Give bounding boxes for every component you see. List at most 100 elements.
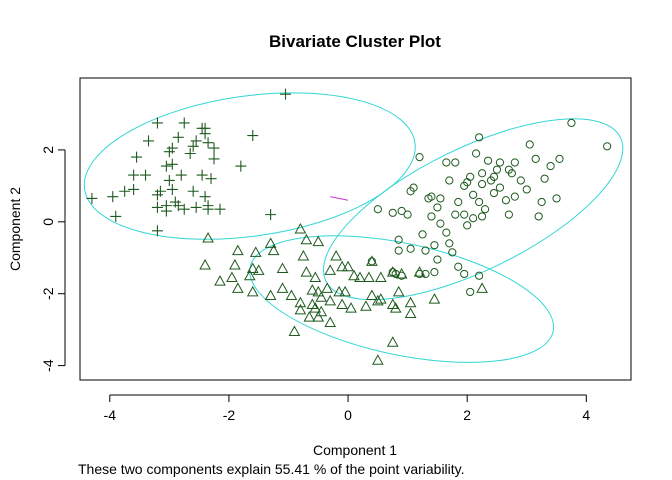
cluster3-point <box>389 302 402 313</box>
cluster3-point <box>285 289 298 301</box>
cluster2-point <box>466 172 475 181</box>
cluster-link <box>330 196 349 201</box>
cluster2-point <box>492 165 502 174</box>
cluster1-point <box>160 205 172 217</box>
cluster2-point <box>537 197 546 207</box>
cluster1-point <box>140 169 152 181</box>
cluster3-point <box>312 235 325 247</box>
cluster2-point <box>516 176 525 185</box>
cluster2-point <box>475 133 484 142</box>
cluster2-point <box>472 149 481 158</box>
cluster3-point <box>476 282 488 293</box>
cluster3-point <box>324 294 337 306</box>
cluster1-point <box>187 185 199 197</box>
cluster3-point <box>246 262 259 274</box>
cluster2-point <box>406 187 415 196</box>
cluster2-point <box>436 219 445 228</box>
cluster3-point <box>315 291 328 302</box>
cluster3-point <box>354 271 366 283</box>
cluster3-point <box>395 267 408 279</box>
cluster3-point <box>199 258 211 270</box>
cluster1-point <box>235 160 247 172</box>
cluster3-point <box>342 260 354 272</box>
cluster1-point <box>151 225 163 237</box>
cluster2-point <box>433 203 442 212</box>
cluster2-point <box>552 194 561 203</box>
cluster1-point <box>110 210 122 222</box>
cluster3-point <box>386 266 399 277</box>
cluster2-point <box>483 156 493 165</box>
y-tick-label: -2 <box>40 287 56 300</box>
cluster2-point <box>495 158 505 167</box>
cluster3-point <box>330 249 342 261</box>
cluster2-point <box>525 140 534 149</box>
cluster1-point <box>86 192 98 204</box>
cluster2-point <box>510 192 519 201</box>
cluster3-point <box>300 233 313 245</box>
cluster3-point <box>324 316 337 327</box>
cluster2-point <box>427 212 436 221</box>
cluster2-point <box>555 154 564 163</box>
cluster2-point <box>475 271 484 280</box>
x-tick-label: -2 <box>223 407 236 423</box>
cluster2-point <box>477 169 487 178</box>
cluster1-point <box>178 117 190 129</box>
cluster1-point <box>119 185 131 197</box>
cluster3-point <box>312 311 325 322</box>
cluster1-point <box>196 169 208 181</box>
cluster3-point <box>294 303 307 315</box>
y-tick-label: 0 <box>40 218 56 226</box>
cluster3-point <box>404 307 417 318</box>
cluster3-point <box>404 296 417 308</box>
cluster3-point <box>232 282 244 293</box>
cluster1-point <box>151 201 163 213</box>
cluster2-point <box>418 230 427 239</box>
x-tick-label: 2 <box>463 407 471 423</box>
cluster1-point <box>208 153 220 165</box>
cluster2-point <box>495 183 505 192</box>
cluster2-point <box>534 212 543 221</box>
cluster1-point <box>280 88 292 100</box>
cluster2-point <box>430 268 439 277</box>
cluster2-point <box>531 154 540 163</box>
cluster2-point <box>475 197 484 207</box>
cluster1-point <box>131 151 143 163</box>
cluster2-point <box>469 214 478 223</box>
cluster3-point <box>264 289 277 301</box>
cluster2-point <box>463 221 472 230</box>
cluster3-point <box>333 285 345 297</box>
cluster1-point <box>187 140 199 152</box>
cluster3-point <box>336 298 348 309</box>
cluster2-point <box>469 190 478 199</box>
cluster2-point <box>477 212 487 221</box>
cluster1-point <box>208 142 220 154</box>
cluster2-point <box>507 169 516 178</box>
cluster2-point <box>567 118 576 128</box>
cluster3-point <box>348 269 360 281</box>
cluster1-point <box>128 183 140 195</box>
cluster3-point <box>232 244 244 256</box>
y-axis: -4 -2 0 2 <box>40 146 66 372</box>
cluster-ellipse <box>249 235 555 363</box>
cluster3-point <box>366 255 378 266</box>
cluster3-point <box>264 237 277 248</box>
cluster3-point <box>324 264 337 275</box>
cluster2-point <box>477 179 487 189</box>
cluster2-point <box>406 244 415 253</box>
cluster2-point <box>397 206 406 216</box>
cluster1-point <box>160 160 172 172</box>
cluster3-point <box>309 271 322 283</box>
cluster3-point <box>413 266 426 277</box>
cluster1-point <box>178 203 190 215</box>
cluster2-point <box>424 194 433 203</box>
cluster2-point <box>394 246 403 255</box>
cluster2-point <box>442 228 451 237</box>
cluster2-point <box>603 142 612 151</box>
y-tick-label: 2 <box>40 146 56 154</box>
cluster3-point <box>294 222 307 234</box>
cluster3-point <box>392 285 405 297</box>
cluster-ellipses <box>83 92 624 363</box>
x-tick-label: 0 <box>344 407 352 423</box>
cluster2-point <box>501 196 511 205</box>
cluster3-point <box>374 293 387 304</box>
